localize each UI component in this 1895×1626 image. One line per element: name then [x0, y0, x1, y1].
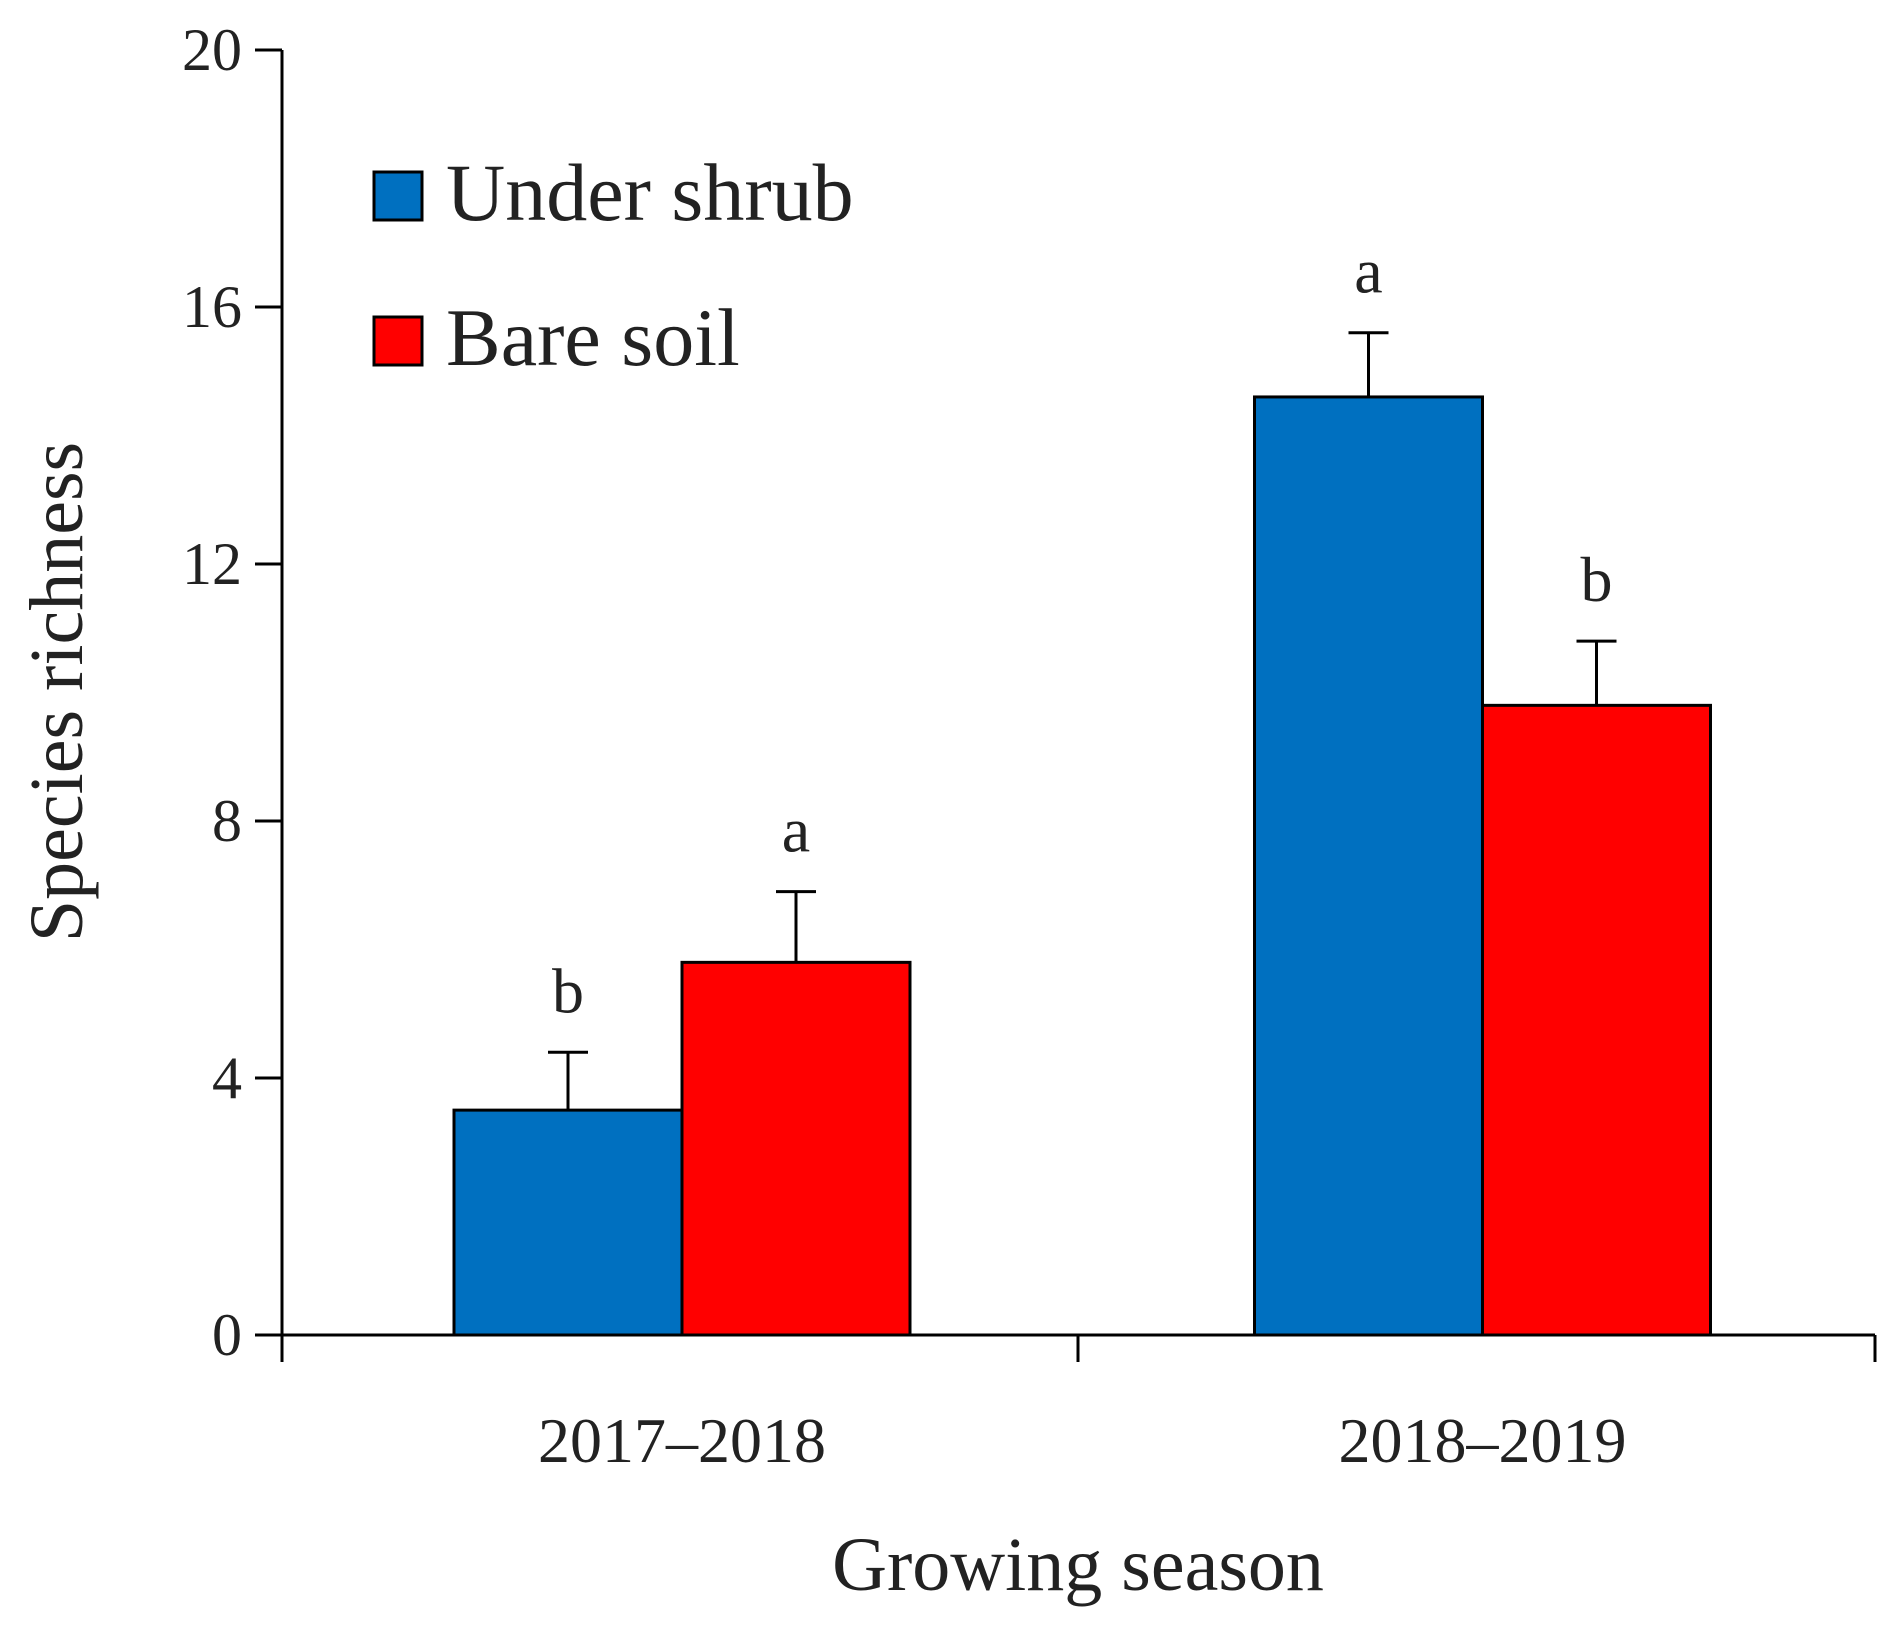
x-tick-labels: 2017–2018 2018–2019 — [538, 1405, 1627, 1476]
y-tick-label: 20 — [182, 17, 242, 83]
legend-swatch — [372, 315, 424, 367]
bar — [452, 1108, 684, 1337]
x-tick-label: 2017–2018 — [538, 1405, 826, 1476]
significance-label: b — [1581, 544, 1613, 615]
legend-label: Under shrub — [446, 147, 854, 238]
legend-swatch — [372, 170, 424, 222]
bar — [680, 960, 912, 1337]
y-tick-label: 0 — [212, 1302, 242, 1368]
y-tick-label: 12 — [182, 531, 242, 597]
bar — [1253, 395, 1484, 1337]
legend-label: Bare soil — [446, 292, 740, 383]
bar — [1481, 703, 1712, 1337]
y-ticks: 0 4 8 12 16 20 — [182, 17, 282, 1368]
legend: Under shrub Bare soil — [372, 147, 854, 383]
bars: b a a b — [452, 236, 1712, 1337]
x-tick-label: 2018–2019 — [1339, 1405, 1627, 1476]
x-axis-title: Growing season — [832, 1523, 1324, 1607]
significance-label: a — [782, 795, 810, 866]
significance-label: a — [1354, 236, 1382, 307]
y-tick-label: 4 — [212, 1045, 242, 1111]
y-tick-label: 16 — [182, 274, 242, 340]
y-axis-title: Species richness — [15, 442, 99, 942]
y-tick-label: 8 — [212, 788, 242, 854]
significance-label: b — [552, 955, 584, 1026]
